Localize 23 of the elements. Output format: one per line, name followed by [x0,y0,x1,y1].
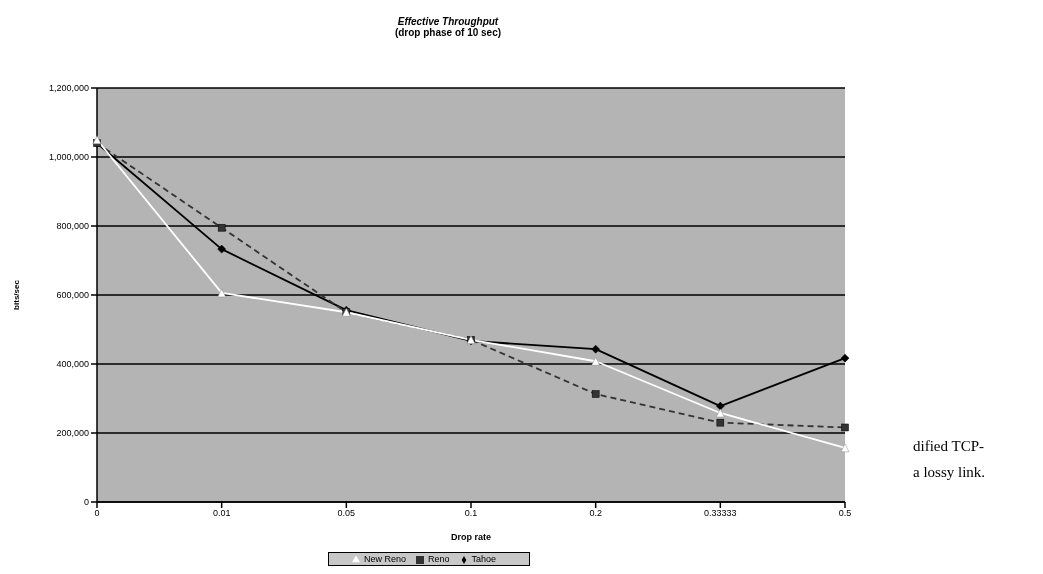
legend-label: Tahoe [471,554,497,564]
x-tick-label: 0.01 [212,508,231,519]
chart-subtitle: (drop phase of 10 sec) [393,27,503,38]
legend-label: New Reno [363,554,406,564]
y-tick-label: 600,000 [56,290,89,301]
x-tick-label: 0.05 [337,508,356,519]
y-tick-label: 400,000 [56,359,89,370]
chart-title: Effective Throughput [397,16,500,27]
y-tick-label: 200,000 [56,428,89,439]
x-tick-label: 0.2 [589,508,602,519]
y-tick-label: 1,200,000 [48,83,89,94]
x-tick-label: 0.5 [838,508,852,519]
x-axis-title: Drop rate [450,532,492,542]
y-tick-label: 800,000 [56,221,89,232]
y-tick-label: 1,000,000 [48,152,89,163]
y-tick-label: 0 [83,497,89,508]
x-tick-label: 0.1 [464,508,478,519]
x-tick-label: 0.33333 [704,508,737,519]
text: dified TCP- [913,438,984,455]
legend-label: Reno [427,554,450,564]
y-axis-title: bits/sec [11,279,21,310]
x-tick-label: 0 [94,508,100,519]
text: a lossy link. [913,464,986,481]
